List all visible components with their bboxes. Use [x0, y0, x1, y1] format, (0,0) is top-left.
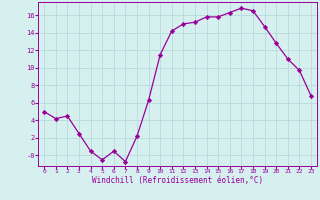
- X-axis label: Windchill (Refroidissement éolien,°C): Windchill (Refroidissement éolien,°C): [92, 176, 263, 185]
